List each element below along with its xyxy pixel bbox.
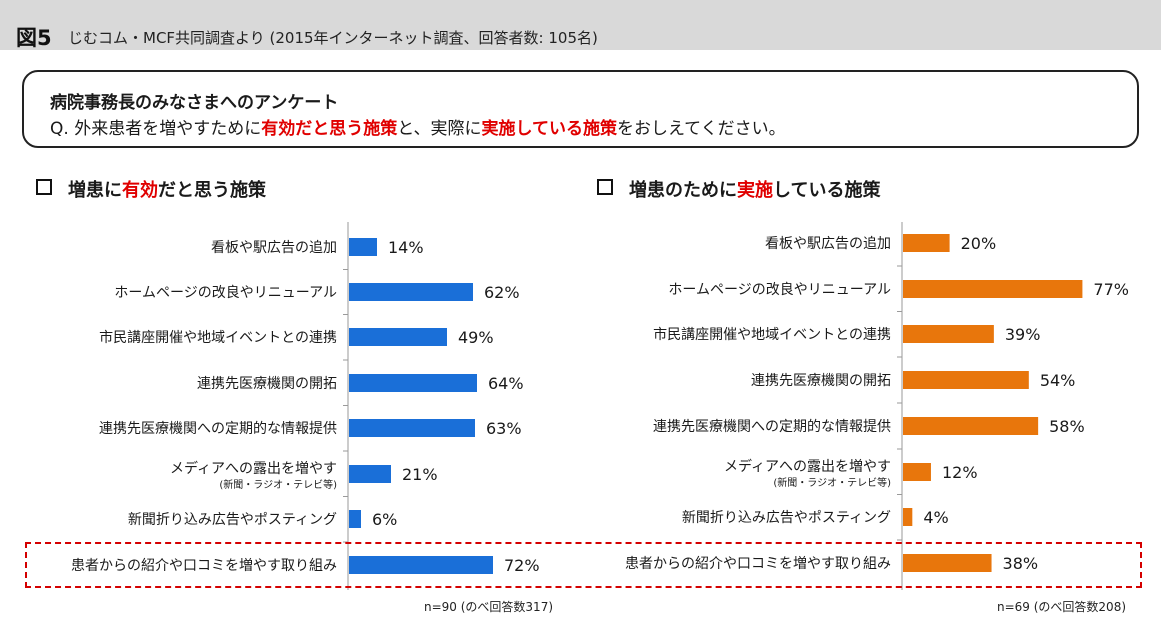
right-title-highlight: 実施 [737,180,773,201]
right-title-part: 増患のために [629,180,737,201]
question-highlight-effective: 有効だと思う施策 [261,119,398,139]
right-bar [903,508,913,526]
right-value-label: 77% [1093,280,1129,299]
left-title-highlight: 有効 [122,180,158,201]
right-value-label: 4% [923,508,948,527]
left-value-label: 49% [458,328,494,347]
left-category-sublabel: (新聞・ラジオ・テレビ等) [219,478,337,491]
question-text-part: と、実際に [397,119,482,139]
left-bar [349,556,493,574]
right-panel-title: 増患のために実施している施策 [597,176,880,202]
right-bar [903,463,931,481]
header-bar [0,0,1161,50]
right-value-label: 58% [1049,417,1085,436]
right-bar [903,554,992,572]
question-text: Q. 外来患者を増やすために有効だと思う施策と、実際に実施している施策をおしえて… [50,114,786,139]
right-category-label: 患者からの紹介や口コミを増やす取り組み [625,556,891,572]
left-bar [349,328,447,346]
right-category-sublabel: (新聞・ラジオ・テレビ等) [773,476,891,489]
right-value-label: 54% [1040,371,1076,390]
left-bar [349,465,391,483]
right-bar [903,371,1029,389]
left-value-label: 14% [388,238,424,257]
left-category-label: メディアへの露出を増やす [170,460,337,477]
right-category-label: 連携先医療機関への定期的な情報提供 [653,418,891,435]
left-category-label: 看板や駅広告の追加 [211,240,337,256]
right-value-label: 20% [961,234,997,253]
left-bar [349,374,477,392]
checkbox-square-icon [36,179,52,195]
left-bar [349,238,377,256]
question-highlight-implemented: 実施している施策 [481,119,618,139]
right-value-label: 38% [1003,554,1039,573]
left-category-label: 連携先医療機関への定期的な情報提供 [99,420,337,437]
right-bar [903,325,994,343]
figure-label: 図5 [16,26,52,50]
left-bar [349,510,361,528]
right-category-label: メディアへの露出を増やす [724,458,891,475]
right-category-label: 市民講座開催や地域イベントとの連携 [653,326,891,343]
right-bar [903,234,950,252]
question-text-part: をおしえてください。 [617,119,786,139]
left-value-label: 21% [402,465,438,484]
left-value-label: 63% [486,419,522,438]
right-category-label: ホームページの改良やリニューアル [668,282,891,298]
checkbox-square-icon [597,179,613,195]
right-category-label: 新聞折り込み広告やポスティング [682,510,891,526]
highlight-box [25,542,1142,588]
question-box: 病院事務長のみなさまへのアンケート Q. 外来患者を増やすために有効だと思う施策… [22,70,1139,148]
right-category-label: 看板や駅広告の追加 [765,236,891,252]
left-panel-title: 増患に有効だと思う施策 [36,176,266,202]
right-category-label: 連携先医療機関の開拓 [751,372,891,389]
right-value-label: 39% [1005,325,1041,344]
left-category-label: 連携先医療機関の開拓 [197,375,337,392]
right-value-label: 12% [942,463,978,482]
left-value-label: 64% [488,374,524,393]
right-bar [903,280,1083,298]
right-footnote: n=69 (のべ回答数208) [997,600,1127,614]
left-bar [349,419,475,437]
left-value-label: 62% [484,283,520,302]
left-bar [349,283,473,301]
question-text-part: Q. 外来患者を増やすために [50,119,262,139]
left-footnote: n=90 (のべ回答数317) [424,600,554,614]
left-title-part: だと思う施策 [158,180,266,201]
question-title: 病院事務長のみなさまへのアンケート [50,93,339,113]
left-category-label: 市民講座開催や地域イベントとの連携 [99,329,337,346]
left-value-label: 6% [372,510,397,529]
left-category-label: ホームページの改良やリニューアル [114,285,337,301]
right-bar [903,417,1039,435]
left-category-label: 患者からの紹介や口コミを増やす取り組み [71,558,337,574]
left-title-part: 増患に [68,180,122,201]
left-category-label: 新聞折り込み広告やポスティング [128,512,337,528]
left-value-label: 72% [504,556,540,575]
right-title-part: している施策 [773,180,881,201]
header-title: じむコム・MCF共同調査より (2015年インターネット調査、回答者数: 105… [68,29,598,47]
